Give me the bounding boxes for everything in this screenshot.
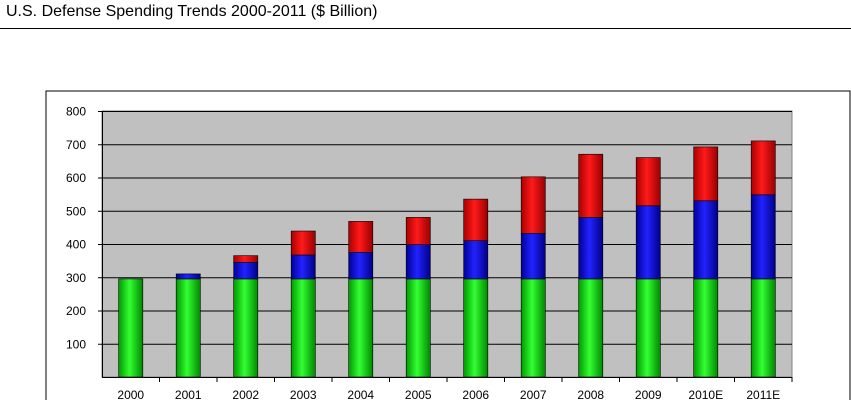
y-tick-label: 700 bbox=[66, 138, 86, 152]
y-tick-label: 200 bbox=[66, 304, 86, 318]
bar-segment-green bbox=[750, 278, 776, 378]
x-tick-label: 2002 bbox=[232, 388, 259, 400]
x-tick-label: 2007 bbox=[520, 388, 547, 400]
bar-segment-blue bbox=[750, 194, 776, 280]
bar-segment-green bbox=[175, 278, 201, 378]
x-tick-label: 2008 bbox=[577, 388, 604, 400]
bar-segment-green bbox=[118, 278, 144, 378]
y-tick-label: 100 bbox=[66, 337, 86, 351]
bar-segment-green bbox=[578, 278, 604, 378]
bar-segment-blue bbox=[635, 205, 661, 280]
title-divider bbox=[0, 28, 851, 29]
bar-segment-red bbox=[578, 153, 604, 218]
bar-segment-red bbox=[348, 221, 374, 253]
x-tick-label: 2003 bbox=[290, 388, 317, 400]
bar-segment-blue bbox=[693, 200, 719, 280]
bar-segment-green bbox=[290, 278, 316, 378]
bar-segment-green bbox=[693, 278, 719, 378]
x-tick-label: 2000 bbox=[117, 388, 144, 400]
bar-segment-blue bbox=[290, 254, 316, 280]
bar-segment-red bbox=[693, 146, 719, 202]
bar-segment-red bbox=[750, 140, 776, 196]
bar-segment-red bbox=[463, 198, 489, 241]
y-tick-label: 500 bbox=[66, 204, 86, 218]
x-tick-label: 2004 bbox=[347, 388, 374, 400]
bar-segment-green bbox=[348, 278, 374, 378]
page-title: U.S. Defense Spending Trends 2000-2011 (… bbox=[6, 3, 378, 20]
bar-segment-green bbox=[233, 278, 259, 378]
y-tick-label: 400 bbox=[66, 238, 86, 252]
x-tick-label: 2001 bbox=[175, 388, 202, 400]
x-tick-label: 2009 bbox=[635, 388, 662, 400]
x-tick-label: 2005 bbox=[405, 388, 432, 400]
x-tick-label: 2006 bbox=[462, 388, 489, 400]
bar-segment-blue bbox=[578, 217, 604, 280]
bar-segment-red bbox=[635, 157, 661, 207]
bar-segment-blue bbox=[233, 261, 259, 280]
bar-segment-red bbox=[520, 176, 546, 234]
bar-segment-red bbox=[290, 230, 316, 256]
bar-segment-blue bbox=[348, 252, 374, 280]
bar-segment-green bbox=[635, 278, 661, 378]
bar-segment-green bbox=[463, 278, 489, 378]
x-tick-label: 2011E bbox=[746, 388, 780, 400]
bar-segment-blue bbox=[405, 244, 431, 280]
bar-segment-red bbox=[405, 217, 431, 245]
bar-segment-blue bbox=[520, 233, 546, 280]
x-tick-label: 2010E bbox=[688, 388, 723, 400]
bar-segment-green bbox=[405, 278, 431, 378]
bar-segment-blue bbox=[175, 273, 201, 280]
y-tick-label: 300 bbox=[66, 271, 86, 285]
bar-segment-red bbox=[233, 255, 259, 263]
y-tick-label: 800 bbox=[66, 105, 86, 119]
bar-segment-blue bbox=[463, 240, 489, 280]
y-tick-label: 600 bbox=[66, 171, 86, 185]
bar-segment-green bbox=[520, 278, 546, 378]
